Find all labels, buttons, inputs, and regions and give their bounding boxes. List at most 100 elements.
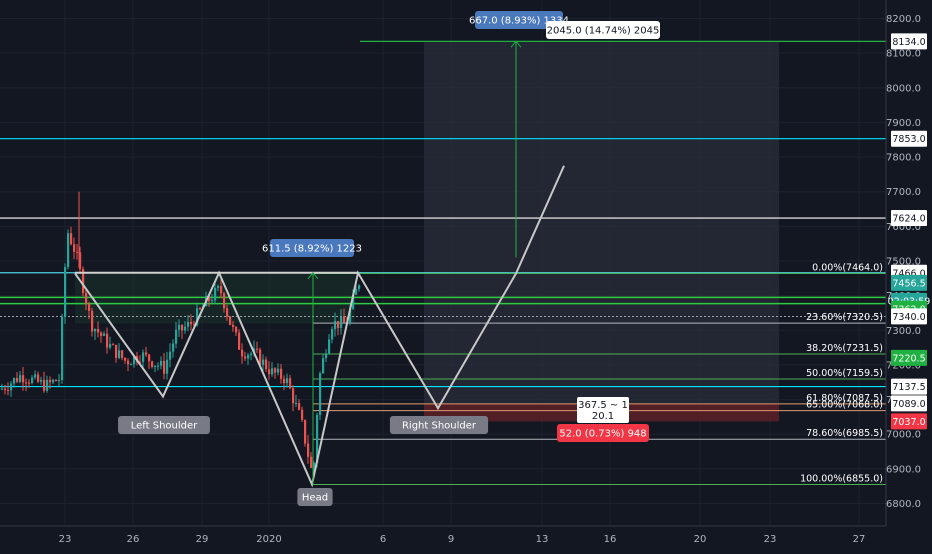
candle-body [151, 361, 154, 367]
candle-body [229, 316, 232, 325]
candle-body [73, 244, 76, 252]
price-tick: 7800.0 [886, 153, 921, 164]
profit-zone [424, 41, 779, 404]
label-left-shoulder: Left Shoulder [118, 416, 210, 434]
candle-body [25, 382, 28, 384]
candle-body [226, 308, 229, 317]
price-tag-text: 7456.5 [892, 278, 925, 289]
fib-label: 100.00%(6855.0) [800, 473, 883, 484]
candle-body [85, 292, 88, 305]
candle-body [61, 316, 64, 381]
fib-label: 50.00%(7159.5) [806, 368, 883, 379]
price-tag: 7624.0 [891, 210, 927, 227]
pattern-path[interactable] [74, 165, 565, 488]
price-tag: 7137.5 [891, 378, 927, 395]
candle-body [166, 359, 169, 374]
candle-body [250, 353, 253, 355]
price-tick: 7500.0 [886, 257, 921, 268]
candle-body [37, 374, 40, 382]
label-target-height-text: 667.0 (8.93%) 1334 [469, 16, 569, 27]
candle-body [232, 324, 235, 327]
candle-body [196, 308, 199, 326]
candle-body [169, 351, 172, 360]
candle-body [319, 373, 322, 415]
candle-body [193, 324, 196, 326]
candle-body [121, 350, 124, 358]
candle-body [238, 332, 241, 350]
price-tag-text: 7089.0 [892, 399, 925, 410]
candle-body [211, 300, 214, 302]
label-ratio-line1: 367.5 ~ 1 [578, 400, 628, 411]
price-tag: 7220.5 [891, 349, 927, 366]
fib-label: 23.60%(7320.5) [806, 312, 883, 323]
candle-body [175, 329, 178, 344]
candle-body [292, 388, 295, 404]
price-tick: 6800.0 [886, 499, 921, 510]
candle-body [220, 286, 223, 294]
head-and-shoulders-pattern[interactable] [74, 40, 565, 488]
candle-body [172, 343, 175, 352]
label-stop: 52.0 (0.73%) 948 [557, 424, 649, 442]
label-target: 2045.0 (14.74%) 2045 [546, 21, 660, 39]
candle-body [190, 321, 193, 325]
price-tag-bg [891, 210, 927, 227]
label-risk-reward: 367.5 ~ 120.1 [577, 397, 629, 423]
candle-body [358, 285, 361, 289]
time-tick: 13 [536, 534, 549, 545]
candle-body [7, 389, 10, 391]
candle-body [349, 308, 352, 323]
label-pattern-height: 611.5 (8.92%) 1223 [262, 239, 362, 257]
price-tag-bg [891, 378, 927, 395]
candle-body [223, 293, 226, 309]
candle-body [88, 304, 91, 311]
candle-body [79, 252, 82, 270]
price-tag: 7456.5 [891, 274, 927, 291]
candle-body [313, 463, 316, 468]
candle-body [100, 332, 103, 336]
time-tick: 6 [380, 534, 386, 545]
candle-body [265, 359, 268, 370]
candle-body [46, 379, 49, 391]
price-tag: 7853.0 [891, 130, 927, 147]
candle-body [199, 308, 202, 310]
candle-body [337, 320, 340, 328]
price-tag-text: 7624.0 [892, 214, 925, 225]
candle-body [34, 374, 37, 378]
label-stop-text: 52.0 (0.73%) 948 [559, 429, 646, 440]
price-tag-bg [891, 130, 927, 147]
candle-body [307, 443, 310, 457]
label-right-shoulder-bg [389, 416, 489, 434]
price-tag: 7340.0 [891, 308, 927, 325]
label-target-height: 667.0 (8.93%) 1334 [469, 11, 569, 29]
candle-body [163, 360, 166, 374]
price-tag-bg [891, 308, 927, 325]
price-tag-text: 7466.0 [892, 268, 925, 279]
candle-body [217, 286, 220, 289]
candle-body [268, 369, 271, 375]
price-tag-bg [891, 349, 927, 366]
candle-body [10, 383, 13, 391]
candle-body [70, 233, 73, 245]
candle-body [115, 344, 118, 359]
time-axis[interactable]: 23 26 29 2020 6 9 13 16 20 23 27 [0, 525, 932, 550]
candle-body [109, 344, 112, 348]
time-tick: 2020 [256, 534, 281, 545]
label-stop-bg [557, 424, 649, 442]
label-left-shoulder-bg [118, 416, 210, 434]
candle-body [112, 344, 115, 346]
price-tag-bg [891, 395, 927, 412]
label-target-bg [546, 21, 660, 39]
label-risk-reward-bg [577, 397, 629, 423]
candle-body [160, 360, 163, 366]
candle-body [40, 379, 43, 382]
fib-label: 38.20%(7231.5) [806, 343, 883, 354]
candle-body [289, 378, 292, 389]
candle-body [28, 382, 31, 384]
price-tag: 8134.0 [891, 33, 927, 50]
candle-body [340, 316, 343, 328]
candle-body [1, 388, 4, 390]
candle-body [256, 348, 259, 350]
fib-label: 0.00%(7464.0) [812, 262, 883, 273]
